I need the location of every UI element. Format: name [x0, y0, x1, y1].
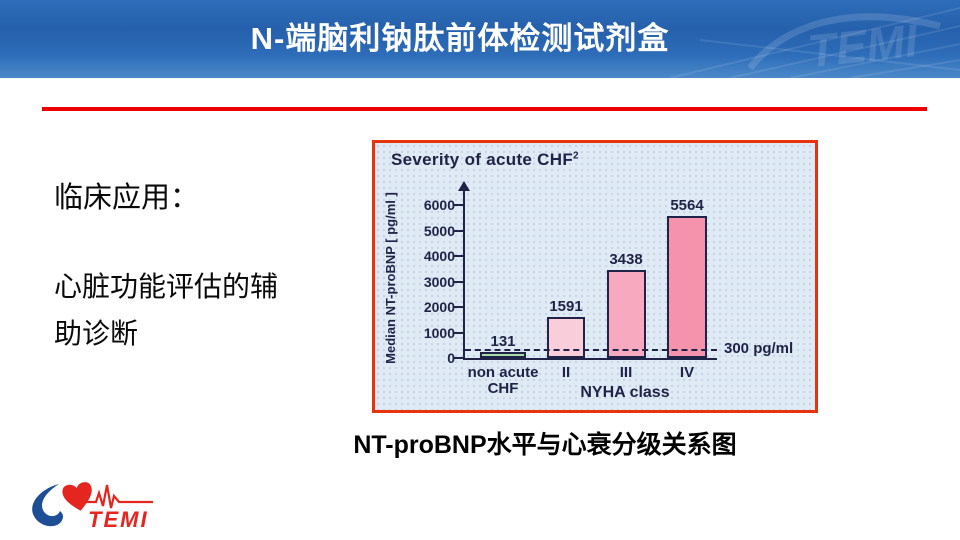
bar-2 [547, 317, 585, 358]
bar-4 [667, 216, 707, 358]
y-axis-line [463, 190, 465, 360]
y-tick-label: 5000 [423, 222, 455, 239]
y-tick-mark [454, 204, 463, 206]
chart-title: Severity of acute CHF2 [391, 150, 579, 170]
x-category-label: IV [679, 364, 695, 381]
x-category-label: non acute CHF [467, 364, 539, 397]
logo-heart-icon [62, 482, 92, 511]
reference-line [465, 349, 717, 352]
bar-3 [606, 270, 646, 358]
slide-title: N-端脑利钠肽前体检测试剂盒 [250, 21, 670, 56]
logo-ecg-line-icon [86, 484, 153, 509]
chart-caption: NT-proBNP水平与心衰分级关系图 [353, 431, 737, 459]
x-axis-label: NYHA class [580, 384, 670, 401]
header-watermark: TEMI [669, 7, 960, 78]
bar-value-label: 131 [490, 333, 516, 350]
logo-text: TEMI [88, 507, 149, 531]
clinical-application-heading: 临床应用： [54, 182, 200, 214]
bar-value-label: 3438 [609, 251, 643, 269]
x-category-label: II [561, 364, 571, 381]
divider-line [42, 107, 927, 111]
y-tick-mark [454, 357, 463, 359]
x-axis-line [463, 358, 717, 360]
reference-line-label: 300 pg/ml [724, 340, 794, 358]
body-text-line-1: 心脏功能评估的辅 [54, 272, 279, 303]
y-tick-label: 4000 [423, 248, 455, 264]
y-tick-label: 1000 [423, 324, 455, 341]
temi-logo: TEMI [32, 482, 153, 531]
watermark-swoosh-icon [747, 13, 941, 71]
y-tick-label: 2000 [423, 299, 455, 315]
bar-1 [480, 352, 526, 358]
bar-value-label: 5564 [670, 197, 704, 215]
watermark-text: TEMI [805, 14, 921, 77]
y-tick-label: 0 [447, 350, 455, 366]
chf-severity-bar-chart: Severity of acute CHF2 Median NT-proBNP … [372, 140, 818, 413]
y-tick-mark [454, 280, 463, 283]
y-tick-mark [454, 255, 463, 257]
y-axis-arrow-icon [458, 181, 470, 191]
chart-title-text: Severity of acute CHF [391, 150, 574, 169]
y-tick-mark [454, 229, 463, 232]
body-text-line-2: 助诊断 [54, 319, 139, 350]
logo-drop-icon [32, 484, 63, 527]
y-tick-mark [454, 331, 463, 334]
chart-title-superscript: 2 [573, 150, 579, 162]
x-category-label: III [619, 364, 633, 381]
y-tick-label: 3000 [423, 273, 455, 290]
bar-value-label: 1591 [549, 298, 583, 316]
y-tick-mark [454, 306, 463, 308]
clinical-application-body: 心脏功能评估的辅 助诊断 [54, 264, 278, 358]
y-tick-label: 6000 [423, 197, 455, 213]
plot-area: 0 1000 2000 3000 4000 5000 6000 131 non acute CH… [375, 143, 815, 410]
watermark-grid-lines [669, 7, 960, 78]
header-banner: TEMI N-端脑利钠肽前体检测试剂盒 [0, 0, 960, 78]
